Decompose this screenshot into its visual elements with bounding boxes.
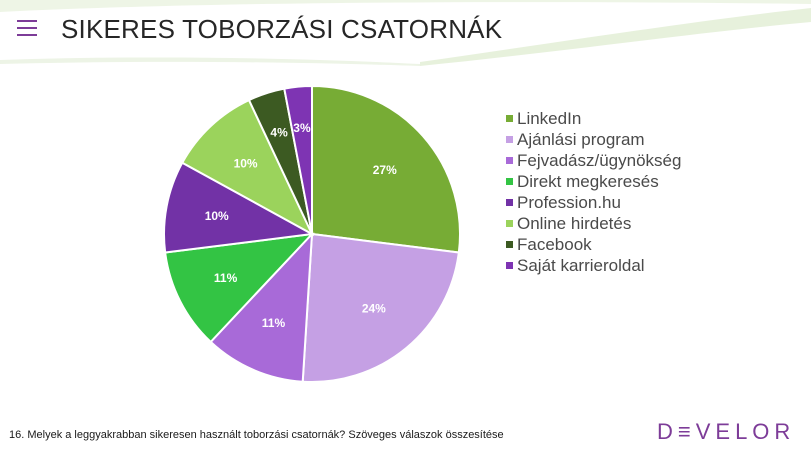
data-label-3: 11% (214, 271, 238, 285)
pie-slice-5 (180, 98, 315, 237)
data-label-5: 10% (234, 156, 258, 170)
legend-swatch (506, 199, 513, 206)
develor-logo: D≡VELOR (657, 419, 796, 444)
legend-label: LinkedIn (517, 108, 582, 128)
pie-slice-0 (311, 84, 461, 254)
footnote: 16. Melyek a leggyakrabban sikeresen has… (9, 429, 504, 441)
pie-slice-7 (283, 84, 313, 235)
pie-slice-3 (164, 232, 315, 344)
chart-legend: LinkedIn Ajánlási program Fejvadász/ügynök… (506, 108, 681, 276)
legend-label: Fejvadász/ügynökség (517, 150, 682, 170)
data-label-1: 24% (362, 302, 386, 316)
legend-swatch (506, 220, 513, 227)
legend-label: Direkt megkeresés (517, 171, 659, 191)
legend-item-1: Ajánlási program (506, 129, 681, 150)
data-label-2: 11% (262, 316, 286, 330)
legend-swatch (506, 136, 513, 143)
legend-swatch (506, 157, 513, 164)
legend-item-2: Fejvadász/ügynökség (506, 150, 681, 171)
legend-label: Saját karrieroldal (517, 255, 645, 275)
legend-label: Online hirdetés (517, 213, 632, 233)
legend-item-0: LinkedIn (506, 108, 681, 129)
legend-item-3: Direkt megkeresés (506, 171, 681, 192)
legend-swatch (506, 262, 513, 269)
legend-swatch (506, 178, 513, 185)
data-label-7: 3% (293, 121, 311, 135)
legend-item-6: Facebook (506, 234, 681, 255)
legend-label: Ajánlási program (517, 129, 645, 149)
legend-item-7: Saját karrieroldal (506, 255, 681, 276)
menu-icon (17, 20, 37, 38)
page-title: SIKERES TOBORZÁSI CSATORNÁK (61, 14, 503, 44)
data-label-0: 27% (373, 163, 397, 177)
data-label-4: 10% (205, 209, 229, 223)
legend-item-4: Profession.hu (506, 192, 681, 213)
pie-slice-1 (301, 232, 460, 383)
header-swoosh-decoration (0, 0, 811, 66)
pie-slice-4 (163, 161, 316, 254)
legend-label: Facebook (517, 234, 592, 254)
data-label-6: 4% (270, 126, 288, 140)
legend-item-5: Online hirdetés (506, 213, 681, 234)
legend-swatch (506, 241, 513, 248)
legend-label: Profession.hu (517, 192, 621, 212)
legend-swatch (506, 115, 513, 122)
pie-slice-2 (209, 231, 314, 383)
